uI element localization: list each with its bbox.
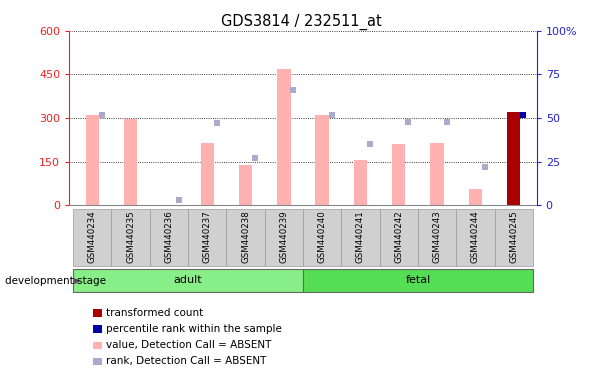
- FancyBboxPatch shape: [93, 309, 102, 317]
- Text: development stage: development stage: [5, 276, 106, 286]
- FancyBboxPatch shape: [494, 209, 533, 266]
- Text: GSM440236: GSM440236: [165, 211, 174, 263]
- FancyBboxPatch shape: [341, 209, 380, 266]
- FancyBboxPatch shape: [303, 209, 341, 266]
- Text: GSM440237: GSM440237: [203, 211, 212, 263]
- Bar: [354, 160, 367, 205]
- Text: percentile rank within the sample: percentile rank within the sample: [106, 324, 282, 334]
- FancyBboxPatch shape: [303, 269, 533, 293]
- Bar: [469, 189, 482, 205]
- Text: transformed count: transformed count: [106, 308, 203, 318]
- Bar: [86, 115, 99, 205]
- Text: fetal: fetal: [405, 275, 431, 285]
- Bar: [124, 119, 137, 205]
- Text: rank, Detection Call = ABSENT: rank, Detection Call = ABSENT: [106, 356, 266, 366]
- Text: GSM440240: GSM440240: [318, 211, 327, 263]
- Text: GSM440239: GSM440239: [279, 211, 288, 263]
- Text: GSM440241: GSM440241: [356, 211, 365, 263]
- Text: value, Detection Call = ABSENT: value, Detection Call = ABSENT: [106, 340, 271, 350]
- FancyBboxPatch shape: [456, 209, 494, 266]
- FancyBboxPatch shape: [265, 209, 303, 266]
- FancyBboxPatch shape: [380, 209, 418, 266]
- Text: GSM440242: GSM440242: [394, 211, 403, 263]
- Text: GSM440245: GSM440245: [509, 211, 518, 263]
- FancyBboxPatch shape: [418, 209, 456, 266]
- FancyBboxPatch shape: [73, 209, 112, 266]
- Bar: [201, 143, 214, 205]
- Text: GSM440243: GSM440243: [432, 211, 441, 263]
- FancyBboxPatch shape: [93, 325, 102, 333]
- Text: GDS3814 / 232511_at: GDS3814 / 232511_at: [221, 13, 382, 30]
- FancyBboxPatch shape: [73, 269, 303, 293]
- FancyBboxPatch shape: [188, 209, 226, 266]
- Text: GSM440234: GSM440234: [88, 211, 97, 263]
- Bar: [315, 115, 329, 205]
- FancyBboxPatch shape: [112, 209, 150, 266]
- FancyBboxPatch shape: [150, 209, 188, 266]
- FancyBboxPatch shape: [93, 341, 102, 349]
- Text: GSM440244: GSM440244: [471, 211, 480, 263]
- Bar: [239, 165, 252, 205]
- Bar: [392, 144, 405, 205]
- Text: GSM440238: GSM440238: [241, 211, 250, 263]
- FancyBboxPatch shape: [93, 358, 102, 365]
- Bar: [431, 143, 444, 205]
- Text: GSM440235: GSM440235: [126, 211, 135, 263]
- Bar: [507, 112, 520, 205]
- FancyBboxPatch shape: [226, 209, 265, 266]
- Bar: [277, 69, 291, 205]
- Text: adult: adult: [174, 275, 203, 285]
